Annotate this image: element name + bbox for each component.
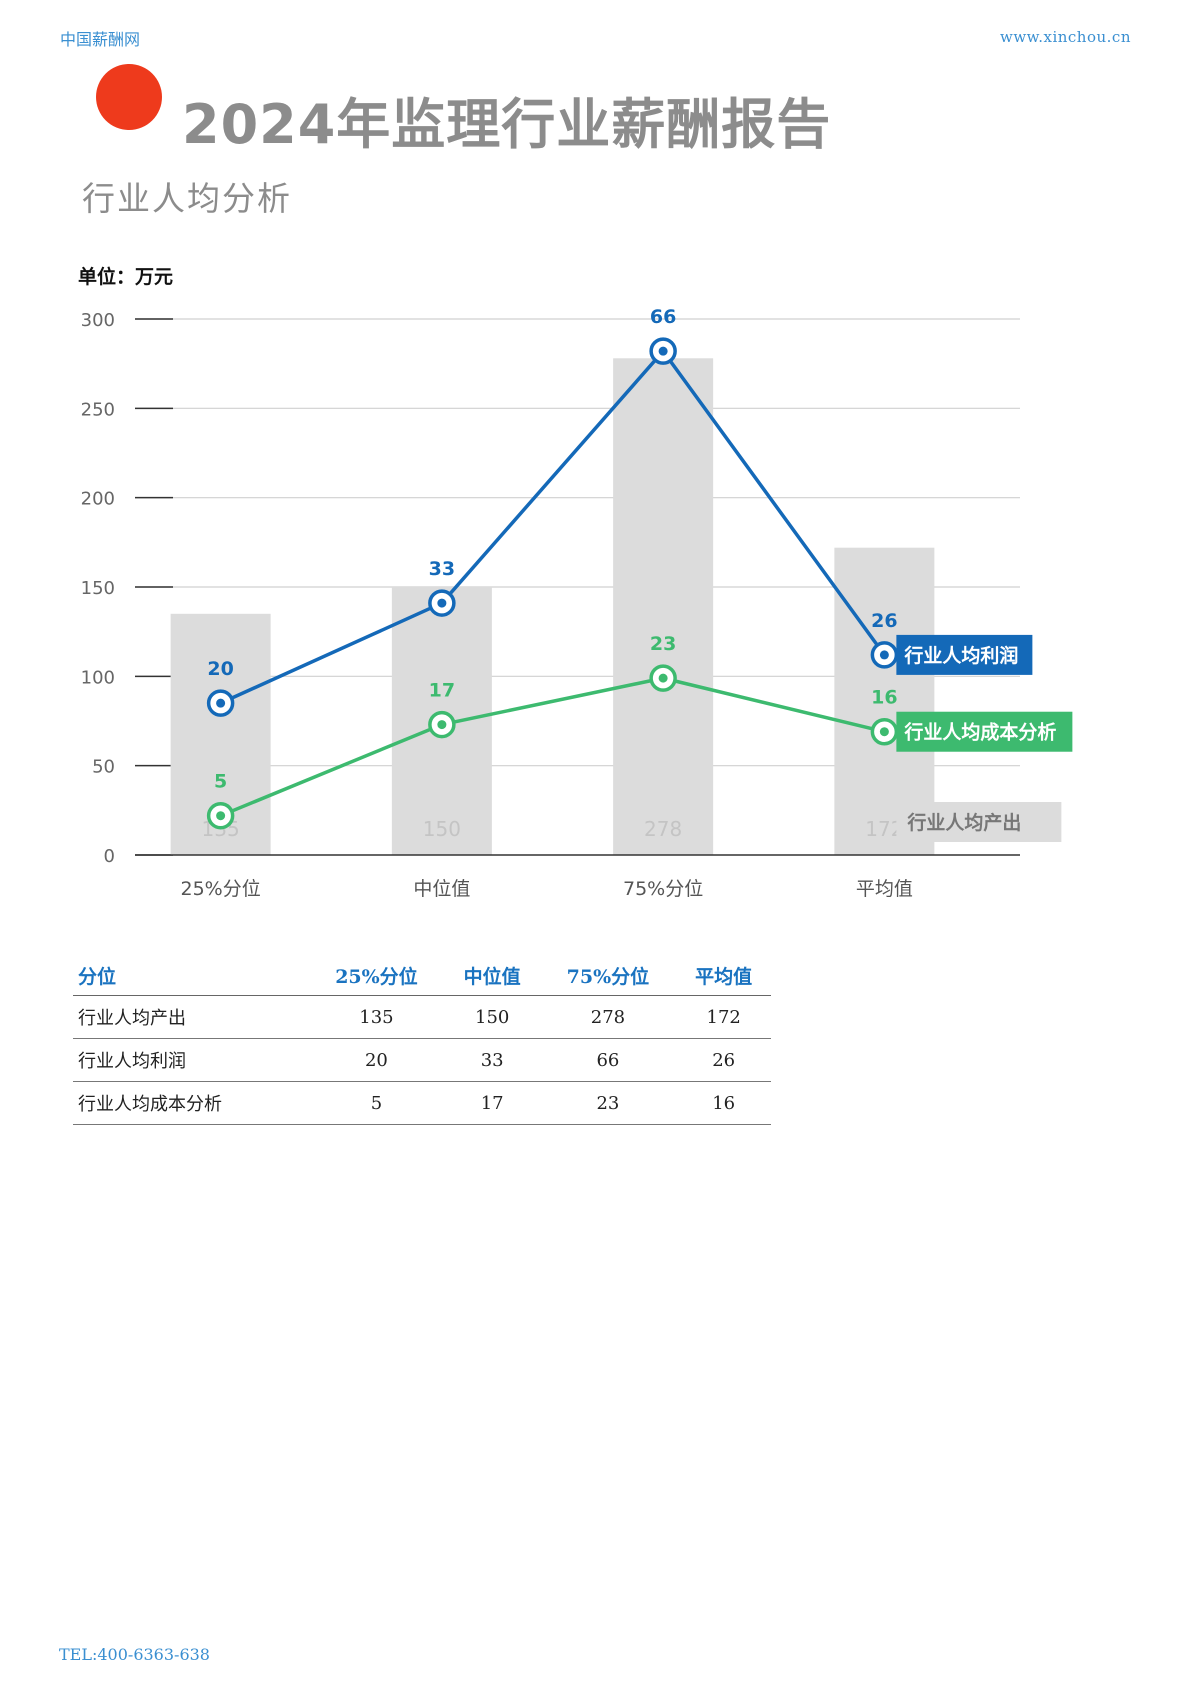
- site-name: 中国薪酬网: [60, 30, 141, 49]
- table-header-cell: 25%分位: [308, 955, 445, 996]
- row-label: 行业人均产出: [73, 995, 308, 1039]
- table-cell: 23: [539, 1081, 677, 1125]
- profit-line: [219, 349, 886, 705]
- table-cell: 33: [444, 1038, 540, 1082]
- report-title: 2024年监理行业薪酬报告: [182, 93, 832, 156]
- combo-chart: 05010015020025030013515027817225%分位中位值75…: [81, 306, 1073, 900]
- cost-value-label: 16: [871, 687, 897, 709]
- table-cell: 16: [676, 1081, 771, 1125]
- profit-value-label: 33: [429, 558, 455, 580]
- profit-marker-center: [216, 698, 226, 708]
- table-cell: 150: [444, 995, 540, 1039]
- profit-marker-center: [437, 598, 447, 608]
- table-cell: 172: [676, 995, 771, 1039]
- profit-marker-center: [658, 346, 668, 356]
- profit-value-label: 20: [207, 658, 233, 680]
- cost-marker-center: [216, 811, 226, 821]
- x-category-label: 25%分位: [181, 878, 261, 900]
- legend-tag-output: 行业人均产出: [906, 811, 1021, 834]
- cost-value-label: 17: [429, 680, 455, 702]
- table-header-cell: 平均值: [676, 955, 771, 996]
- table-cell: 20: [308, 1038, 445, 1082]
- row-label: 行业人均利润: [73, 1038, 308, 1082]
- profit-value-label: 66: [650, 306, 676, 328]
- cost-marker-center: [437, 720, 447, 730]
- data-table: 分位 25%分位 中位值 75%分位 平均值 行业人均产出 135 150 27…: [73, 955, 771, 1125]
- y-tick-label: 300: [81, 310, 115, 331]
- legend-tag-profit-bg: [896, 634, 1033, 675]
- brand-dot-icon: [96, 64, 162, 130]
- section-subtitle: 行业人均分析: [82, 179, 292, 218]
- cost-line: [219, 676, 885, 818]
- table-row: 行业人均利润 20 33 66 26: [73, 1038, 771, 1082]
- y-tick-label: 0: [104, 846, 115, 867]
- legend-tag-profit: 行业人均利润: [903, 644, 1018, 667]
- unit-label: 单位：万元: [78, 266, 174, 288]
- table-row: 行业人均成本分析 5 17 23 16: [73, 1081, 771, 1125]
- cost-value-label: 5: [214, 771, 227, 793]
- site-url[interactable]: www.xinchou.cn: [999, 28, 1131, 46]
- x-category-label: 平均值: [856, 878, 913, 900]
- table-header-row: 分位 25%分位 中位值 75%分位 平均值: [73, 955, 771, 996]
- x-category-label: 中位值: [413, 878, 470, 900]
- profit-marker-center: [879, 650, 889, 660]
- cost-marker-center: [879, 727, 889, 737]
- table-row: 行业人均产出 135 150 278 172: [73, 995, 771, 1039]
- table-cell: 278: [539, 995, 677, 1039]
- table-cell: 135: [308, 995, 445, 1039]
- y-tick-label: 150: [81, 578, 115, 599]
- x-category-label: 75%分位: [623, 878, 703, 900]
- cost-value-label: 23: [650, 633, 676, 655]
- cost-marker-center: [658, 673, 668, 683]
- bar: [613, 358, 714, 855]
- y-tick-label: 250: [81, 399, 115, 420]
- y-tick-label: 50: [92, 757, 115, 778]
- table-cell: 17: [444, 1081, 540, 1125]
- legend-tag-cost-bg: [896, 711, 1073, 752]
- table-header-cell: 75%分位: [539, 955, 677, 996]
- table-header-cell: 中位值: [444, 955, 540, 996]
- legend-tag-cost: 行业人均成本分析: [903, 721, 1056, 744]
- table-header-cell: 分位: [73, 955, 308, 996]
- bar-value-label: 150: [423, 817, 461, 841]
- row-label: 行业人均成本分析: [73, 1081, 308, 1125]
- table-cell: 5: [308, 1081, 445, 1125]
- bar-value-label: 278: [644, 817, 682, 841]
- y-tick-label: 100: [81, 667, 115, 688]
- table-cell: 66: [539, 1038, 677, 1082]
- footer-phone: TEL:400-6363-638: [59, 1645, 210, 1664]
- y-tick-label: 200: [81, 489, 115, 510]
- legend-tag-output-bg: [896, 802, 1062, 842]
- table-cell: 26: [676, 1038, 771, 1082]
- profit-value-label: 26: [871, 610, 897, 632]
